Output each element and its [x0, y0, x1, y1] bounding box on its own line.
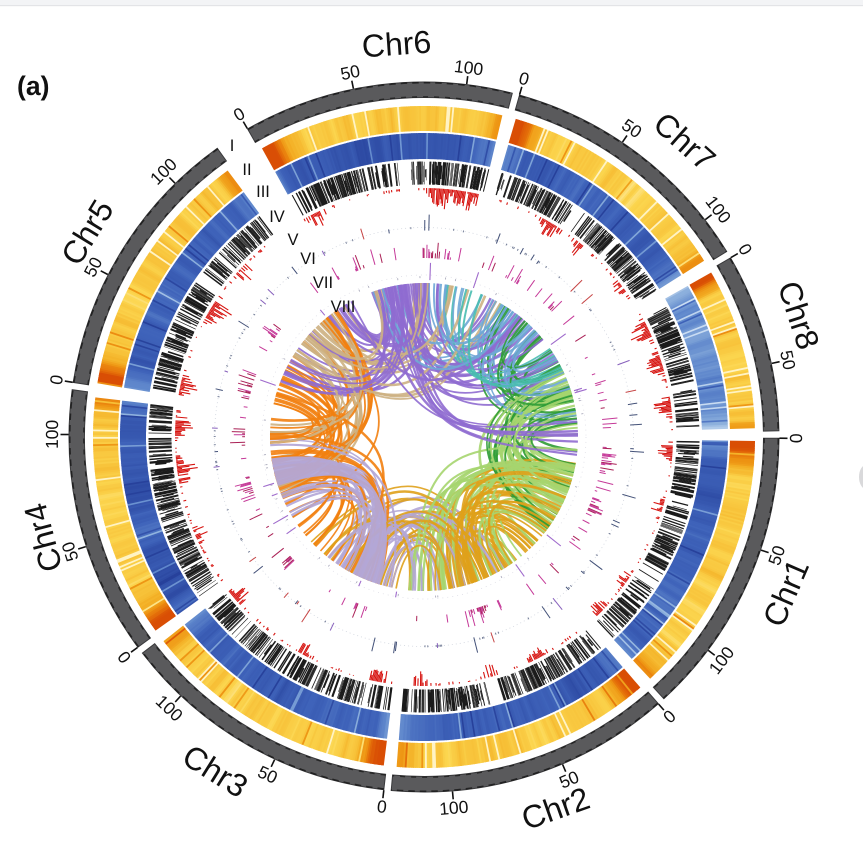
svg-text:0: 0: [376, 796, 388, 817]
svg-text:VII: VII: [313, 274, 333, 292]
svg-text:VIII: VIII: [331, 298, 356, 316]
svg-text:0: 0: [46, 373, 67, 386]
svg-text:III: III: [256, 183, 270, 201]
svg-text:II: II: [242, 161, 251, 179]
svg-text:VI: VI: [300, 250, 316, 268]
svg-text:50: 50: [776, 348, 800, 371]
svg-text:V: V: [287, 231, 298, 249]
svg-text:100: 100: [453, 56, 485, 79]
svg-text:0: 0: [786, 433, 806, 443]
svg-text:(a): (a): [17, 71, 49, 101]
svg-text:100: 100: [438, 797, 469, 819]
svg-text:50: 50: [339, 61, 362, 85]
svg-text:I: I: [230, 137, 235, 155]
svg-text:100: 100: [42, 419, 62, 449]
svg-text:Chr6: Chr6: [361, 24, 433, 65]
svg-text:IV: IV: [269, 208, 285, 226]
